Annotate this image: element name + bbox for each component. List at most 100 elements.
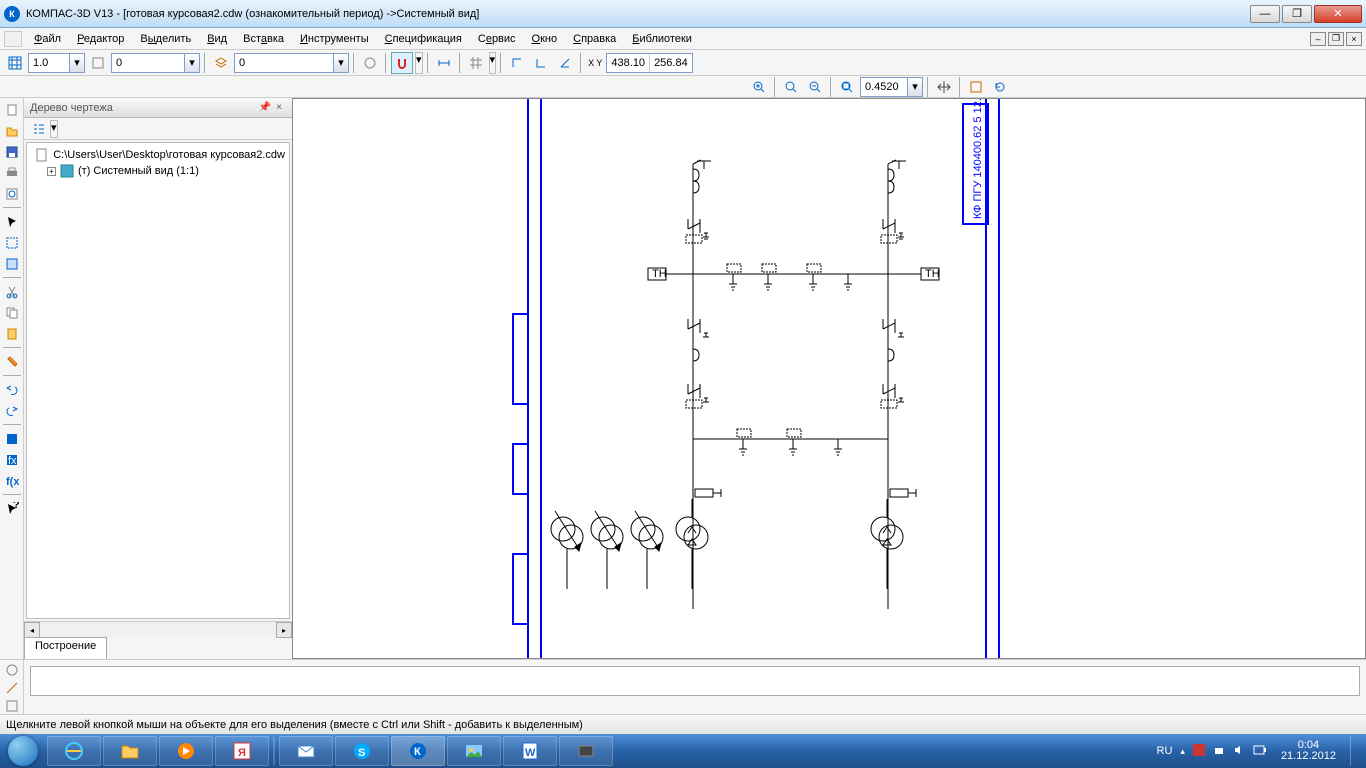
taskbar-app-icon[interactable] — [559, 736, 613, 766]
menu-tools[interactable]: Инструменты — [292, 31, 377, 47]
pan-icon[interactable] — [933, 76, 955, 98]
tree-file-item[interactable]: C:\Users\User\Desktop\готовая курсовая2.… — [31, 147, 285, 163]
grid-dropdown[interactable]: ▾ — [489, 52, 497, 74]
zoom-fit-icon[interactable] — [836, 76, 858, 98]
zoom-prev-icon[interactable] — [804, 76, 826, 98]
ortho-icon-1[interactable] — [506, 52, 528, 74]
tray-clock[interactable]: 0:04 21.12.2012 — [1275, 740, 1342, 762]
mdi-minimize-button[interactable]: – — [1310, 32, 1326, 46]
magnet-icon[interactable] — [391, 52, 413, 74]
zoom-toolbar: ▾ — [0, 76, 1366, 98]
menu-insert[interactable]: Вставка — [235, 31, 292, 47]
menu-file[interactable]: Файл — [26, 31, 69, 47]
redraw-icon[interactable] — [965, 76, 987, 98]
close-button[interactable]: ✕ — [1314, 5, 1362, 23]
undo-icon[interactable] — [2, 380, 22, 400]
copy-icon[interactable] — [2, 303, 22, 323]
magnet-dropdown[interactable]: ▾ — [415, 52, 423, 74]
menu-view[interactable]: Вид — [199, 31, 235, 47]
grid-icon[interactable] — [465, 52, 487, 74]
maximize-button[interactable]: ❐ — [1282, 5, 1312, 23]
tree-close-icon[interactable]: × — [272, 101, 286, 115]
save-icon[interactable] — [2, 142, 22, 162]
tree-mode-dropdown[interactable]: ▾ — [50, 120, 58, 138]
tn-right-label: ТН — [925, 268, 940, 280]
dimension-icon[interactable] — [433, 52, 455, 74]
tree-scrollbar[interactable]: ◂▸ — [24, 621, 292, 637]
style-input[interactable] — [111, 53, 185, 73]
prop-tool-1-icon[interactable] — [2, 662, 22, 679]
taskbar-yandex-icon[interactable]: Я — [215, 736, 269, 766]
cut-icon[interactable] — [2, 282, 22, 302]
taskbar-explorer-icon[interactable] — [103, 736, 157, 766]
help-icon[interactable]: ? — [2, 499, 22, 519]
menu-help[interactable]: Справка — [565, 31, 624, 47]
open-icon[interactable] — [2, 121, 22, 141]
zoom-input[interactable] — [860, 77, 908, 97]
menu-service[interactable]: Сервис — [470, 31, 524, 47]
select-icon[interactable] — [2, 233, 22, 253]
minimize-button[interactable]: — — [1250, 5, 1280, 23]
style-icon[interactable] — [87, 52, 109, 74]
paste-icon[interactable] — [2, 324, 22, 344]
scale-input[interactable] — [28, 53, 70, 73]
zoom-window-icon[interactable] — [780, 76, 802, 98]
refresh-icon[interactable] — [989, 76, 1011, 98]
layer-dropdown-button[interactable]: ▾ — [334, 53, 349, 73]
redo-icon[interactable] — [2, 401, 22, 421]
tree-expander-icon[interactable]: + — [47, 167, 56, 176]
style-dropdown-button[interactable]: ▾ — [185, 53, 200, 73]
menu-editor[interactable]: Редактор — [69, 31, 132, 47]
new-doc-icon[interactable] — [2, 100, 22, 120]
start-button[interactable] — [0, 734, 46, 768]
layer-input[interactable] — [234, 53, 334, 73]
taskbar-skype-icon[interactable]: S — [335, 736, 389, 766]
taskbar-kompas-icon[interactable]: К — [391, 736, 445, 766]
zoom-dropdown-button[interactable]: ▾ — [908, 77, 923, 97]
mdi-restore-button[interactable]: ❐ — [1328, 32, 1344, 46]
tray-flag-icon[interactable] — [1193, 744, 1205, 759]
tn-left-label: ТН — [652, 268, 667, 280]
angle-icon[interactable] — [554, 52, 576, 74]
menu-window[interactable]: Окно — [524, 31, 566, 47]
tree-tab-build[interactable]: Построение — [24, 637, 107, 659]
show-desktop-button[interactable] — [1350, 736, 1358, 766]
taskbar-word-icon[interactable]: W — [503, 736, 557, 766]
drawing-canvas[interactable]: КФ ПГУ 140400.62 5 12.11 33 — [292, 98, 1366, 659]
tray-show-hidden-icon[interactable]: ▴ — [1180, 746, 1185, 757]
fx-icon[interactable]: f(x) — [2, 471, 22, 491]
tray-volume-icon[interactable] — [1233, 744, 1245, 759]
tray-battery-icon[interactable] — [1253, 745, 1267, 758]
manager-icon[interactable] — [2, 429, 22, 449]
property-input-row[interactable] — [30, 666, 1360, 696]
tree-view-item[interactable]: + (т) Системный вид (1:1) — [31, 163, 285, 179]
doc-icon[interactable] — [4, 31, 22, 47]
tray-lang[interactable]: RU — [1157, 745, 1173, 757]
taskbar-ie-icon[interactable] — [47, 736, 101, 766]
pin-icon[interactable]: 📌 — [258, 101, 272, 115]
select-all-icon[interactable] — [2, 254, 22, 274]
taskbar-pictures-icon[interactable] — [447, 736, 501, 766]
taskbar-wmp-icon[interactable] — [159, 736, 213, 766]
print-icon[interactable] — [2, 163, 22, 183]
coord-label: X Y — [586, 58, 604, 68]
zoom-in-icon[interactable] — [748, 76, 770, 98]
scale-dropdown-button[interactable]: ▾ — [70, 53, 85, 73]
tree-mode-icon[interactable] — [28, 118, 50, 140]
layer-icon[interactable] — [210, 52, 232, 74]
tool-icon-1[interactable] — [359, 52, 381, 74]
ortho-icon-2[interactable] — [530, 52, 552, 74]
tray-network-icon[interactable] — [1213, 744, 1225, 759]
menu-select[interactable]: Выделить — [132, 31, 199, 47]
properties-icon[interactable] — [2, 352, 22, 372]
variables-icon[interactable]: fx — [2, 450, 22, 470]
menu-spec[interactable]: Спецификация — [377, 31, 470, 47]
mdi-close-button[interactable]: × — [1346, 32, 1362, 46]
prop-tool-2-icon[interactable] — [2, 680, 22, 697]
preview-icon[interactable] — [2, 184, 22, 204]
grid-snap-icon[interactable] — [4, 52, 26, 74]
cursor-icon[interactable] — [2, 212, 22, 232]
taskbar-mail-icon[interactable] — [279, 736, 333, 766]
prop-tool-3-icon[interactable] — [2, 697, 22, 714]
menu-libraries[interactable]: Библиотеки — [624, 31, 700, 47]
